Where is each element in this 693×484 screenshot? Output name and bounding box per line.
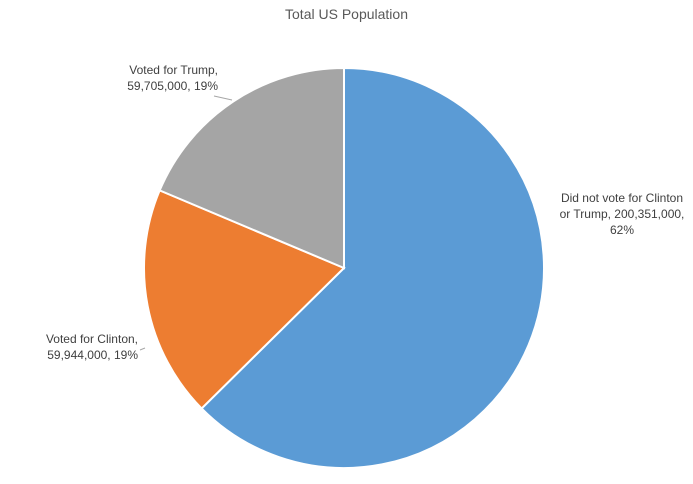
chart-title: Total US Population xyxy=(285,6,408,22)
data-label-line: 59,944,000, 19% xyxy=(47,348,138,362)
pie-slice-voted-for-clinton xyxy=(143,189,346,410)
data-labels: Did not vote for Clinton or Trump, 200,35… xyxy=(46,63,684,362)
data-label-voted-for-clinton: Voted for Clinton, 59,944,000, 19% xyxy=(46,332,138,362)
leader-line xyxy=(139,347,146,351)
data-label-line: Did not vote for Clinton xyxy=(561,191,683,205)
pie-slice-voted-for-trump xyxy=(158,66,345,270)
data-label-line: 62% xyxy=(610,223,634,237)
data-label-line: 59,705,000, 19% xyxy=(127,79,218,93)
data-label-line: or Trump, 200,351,000, xyxy=(560,207,685,221)
data-label-voted-for-trump: Voted for Trump, 59,705,000, 19% xyxy=(127,63,218,93)
data-label-did-not-vote-for-clinton-or-trump: Did not vote for Clinton or Trump, 200,35… xyxy=(560,191,685,237)
data-label-line: Voted for Clinton, xyxy=(46,332,138,346)
leader-lines xyxy=(139,95,233,351)
pie-slices xyxy=(143,66,545,469)
pie-slice-did-not-vote-for-clinton-or-trump xyxy=(200,66,545,469)
leader-line xyxy=(213,95,233,101)
data-label-line: Voted for Trump, xyxy=(129,63,218,77)
